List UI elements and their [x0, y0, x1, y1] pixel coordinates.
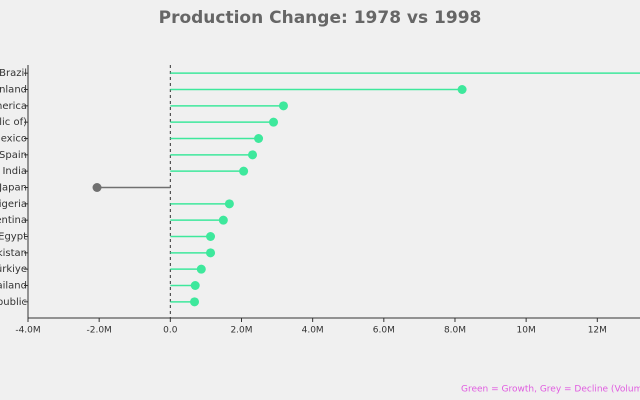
y-tick-label: Finland: [0, 85, 27, 96]
x-tick-label: -4.0M: [15, 326, 40, 336]
y-tick-label: Mexico: [0, 134, 27, 145]
dot: [269, 117, 279, 127]
y-tick-label: Korea (Republic of): [0, 117, 27, 128]
dot: [190, 297, 200, 307]
annotation: Green = Growth, Grey = Decline (Volume i…: [461, 385, 640, 395]
dot: [248, 150, 258, 160]
y-tick-label: Pakistan: [0, 248, 27, 259]
dot: [224, 199, 234, 209]
x-tick-label: 6.0M: [373, 326, 395, 336]
dot: [196, 264, 206, 274]
x-tick-label: 12M: [588, 326, 607, 336]
y-tick-label: India: [2, 166, 27, 177]
y-tick-label: Türkiye: [0, 264, 27, 275]
x-tick-label: -2.0M: [86, 326, 111, 336]
y-tick-label: Japan: [0, 183, 27, 194]
dot: [92, 183, 102, 192]
y-tick-label: Thailand: [0, 281, 27, 292]
y-tick-label: United States of America: [0, 101, 27, 112]
dot: [206, 248, 216, 258]
x-tick-label: 8.0M: [444, 326, 466, 336]
y-tick-label: Argentina: [0, 215, 27, 226]
dot: [239, 166, 249, 176]
y-tick-label: Nigeria: [0, 199, 27, 210]
y-tick-label: Czech Republic: [0, 297, 27, 308]
dot: [190, 281, 200, 290]
dot: [218, 215, 228, 225]
y-tick-label: Spain: [0, 150, 27, 161]
dot: [254, 134, 264, 143]
dot: [278, 101, 288, 111]
y-tick-label: Egypt: [0, 232, 27, 243]
chart-title: Production Change: 1978 vs 1998: [159, 8, 482, 28]
x-tick-label: 0.0: [163, 326, 178, 336]
x-tick-label: 4.0M: [302, 326, 324, 336]
x-tick-label: 10M: [517, 326, 536, 336]
dot: [206, 232, 216, 241]
x-tick-label: 2.0M: [230, 326, 252, 336]
dot: [457, 85, 467, 94]
y-tick-label: Brazil: [0, 68, 27, 79]
